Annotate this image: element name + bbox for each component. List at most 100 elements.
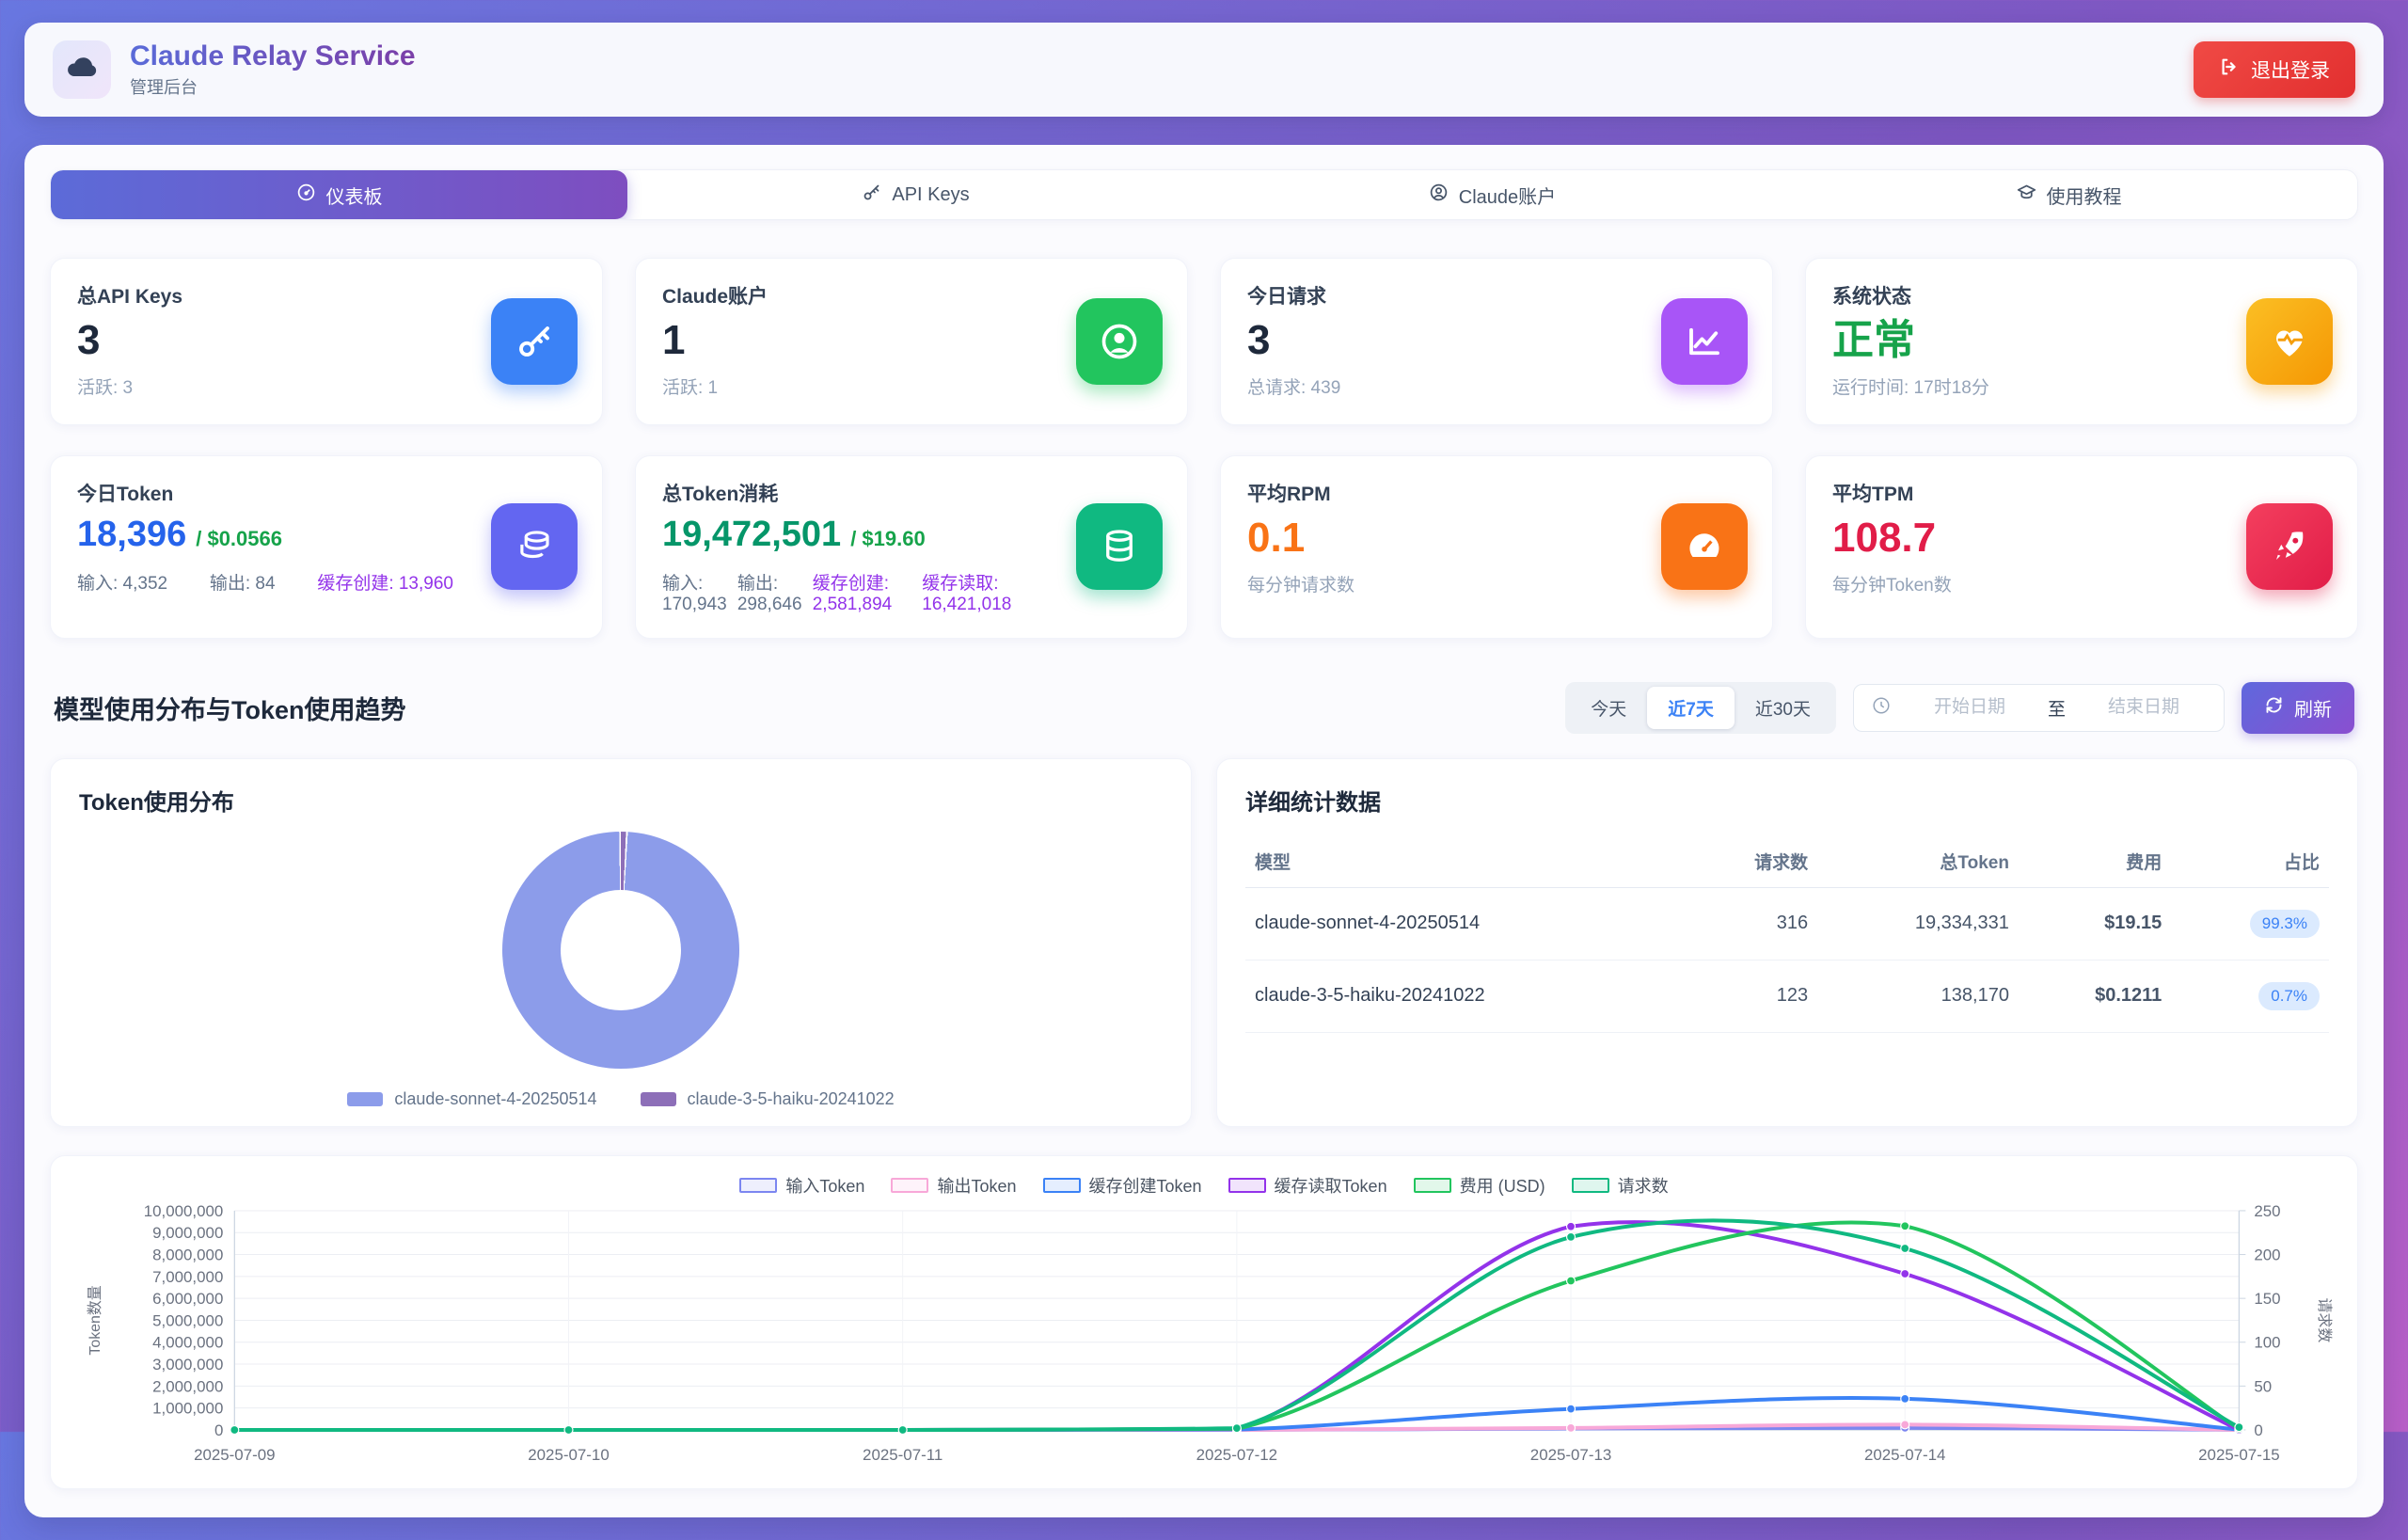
legend-item-haiku[interactable]: claude-3-5-haiku-20241022: [640, 1088, 895, 1109]
col-requests: 请求数: [1688, 834, 1818, 888]
table-row: claude-sonnet-4-20250514 316 19,334,331 …: [1245, 887, 2329, 961]
svg-text:3,000,000: 3,000,000: [152, 1356, 223, 1373]
svg-text:2025-07-15: 2025-07-15: [2198, 1446, 2279, 1464]
main-panel: 仪表板 API Keys Claude账户 使用教程: [24, 145, 2384, 1517]
tutorial-icon: [2017, 183, 2036, 208]
date-filter-segmented: 今天 近7天 近30天: [1565, 681, 1836, 734]
tab-claude-accounts[interactable]: Claude账户: [1204, 170, 1781, 219]
coins-icon: [491, 503, 578, 591]
legend-item-request-count[interactable]: 请求数: [1571, 1173, 1669, 1198]
stat-card-today-requests: 今日请求 3 总请求: 439: [1220, 258, 1773, 425]
svg-text:50: 50: [2254, 1377, 2272, 1395]
cell-cost: $19.15: [2018, 887, 2172, 961]
usage-trend-line-chart: 0 1,000,000 2,000,000 3,000,000 4,000,000 5,0…: [87, 1202, 2333, 1464]
stat-sub: 运行时间: 17时18分: [1832, 378, 1989, 399]
status-value: 正常: [1832, 317, 1915, 363]
cell-requests: 123: [1688, 960, 1818, 1033]
section-bar: 模型使用分布与Token使用趋势 今天 近7天 近30天 至: [54, 681, 2354, 734]
key-icon: [491, 298, 578, 385]
tachometer-icon: [1661, 503, 1748, 591]
clock-icon: [1871, 695, 1892, 721]
stat-sub: 每分钟Token数: [1832, 576, 1952, 596]
stat-card-total-api-keys: 总API Keys 3 活跃: 3: [50, 258, 603, 425]
cost-value: / $19.60: [850, 527, 926, 550]
svg-text:9,000,000: 9,000,000: [152, 1224, 223, 1242]
detail-input: 输入: 170,943: [662, 573, 727, 614]
svg-text:2,000,000: 2,000,000: [152, 1377, 223, 1395]
legend-label: 费用 (USD): [1459, 1176, 1545, 1196]
svg-text:Token数量: Token数量: [87, 1285, 103, 1355]
svg-text:6,000,000: 6,000,000: [152, 1290, 223, 1308]
cell-total-token: 138,170: [1817, 960, 2019, 1033]
filter-today[interactable]: 今天: [1570, 687, 1647, 729]
svg-text:5,000,000: 5,000,000: [152, 1311, 223, 1329]
stat-label: Claude账户: [662, 286, 768, 308]
end-date-input[interactable]: [2081, 696, 2207, 720]
legend-label: claude-sonnet-4-20250514: [394, 1088, 597, 1108]
svg-text:7,000,000: 7,000,000: [152, 1268, 223, 1286]
detail-output: 输出: 84: [209, 573, 276, 594]
svg-text:请求数: 请求数: [2316, 1297, 2333, 1342]
col-cost: 费用: [2018, 834, 2172, 888]
donut-legend: claude-sonnet-4-20250514 claude-3-5-haik…: [347, 1088, 895, 1109]
stat-label: 平均RPM: [1247, 484, 1331, 505]
legend-swatch: [1042, 1177, 1081, 1193]
legend-swatch: [739, 1177, 778, 1193]
legend-item-output-token[interactable]: 输出Token: [891, 1173, 1017, 1198]
stat-label: 平均TPM: [1832, 484, 1914, 505]
tab-tutorial[interactable]: 使用教程: [1781, 170, 2357, 219]
svg-text:4,000,000: 4,000,000: [152, 1334, 223, 1352]
legend-item-cache-read-token[interactable]: 缓存读取Token: [1228, 1173, 1387, 1198]
svg-text:2025-07-13: 2025-07-13: [1530, 1446, 1611, 1464]
stat-card-avg-rpm: 平均RPM 0.1 每分钟请求数: [1220, 455, 1773, 639]
svg-text:0: 0: [2254, 1421, 2262, 1439]
cell-total-token: 19,334,331: [1817, 887, 2019, 961]
stat-card-system-status: 系统状态 正常 运行时间: 17时18分: [1805, 258, 2358, 425]
table-row: claude-3-5-haiku-20241022 123 138,170 $0…: [1245, 960, 2329, 1033]
database-icon: [1076, 503, 1163, 591]
app-logo: [53, 40, 111, 99]
filter-last-30-days[interactable]: 近30天: [1735, 687, 1831, 729]
stat-value: 3: [1247, 317, 1271, 363]
stat-value: 19,472,501: [662, 515, 842, 554]
col-total-token: 总Token: [1817, 834, 2019, 888]
stat-value: 108.7: [1832, 515, 1937, 561]
legend-swatch: [1228, 1177, 1266, 1193]
logout-button[interactable]: 退出登录: [2194, 41, 2355, 98]
stats-row-1: 总API Keys 3 活跃: 3 Claude账户 1 活跃: 1 今日请求 …: [50, 258, 2358, 425]
gauge-icon: [296, 183, 316, 208]
start-date-input[interactable]: [1906, 696, 2033, 720]
detail-cache-read: 缓存读取: 16,421,018: [922, 573, 1012, 614]
refresh-label: 刷新: [2294, 699, 2332, 721]
stat-sub: 每分钟请求数: [1247, 576, 1355, 596]
legend-item-cache-create-token[interactable]: 缓存创建Token: [1042, 1173, 1202, 1198]
tab-dashboard[interactable]: 仪表板: [51, 170, 627, 219]
legend-item-cost-usd[interactable]: 费用 (USD): [1413, 1173, 1545, 1198]
stats-row-2: 今日Token 18,396 / $0.0566 输入: 4,352 输出: 84…: [50, 455, 2358, 639]
tab-api-keys[interactable]: API Keys: [627, 170, 1204, 219]
detailed-stats-card: 详细统计数据 模型 请求数 总Token 费用 占比 claude-s: [1216, 757, 2358, 1127]
stat-card-claude-accounts: Claude账户 1 活跃: 1: [635, 258, 1188, 425]
table-title: 详细统计数据: [1245, 789, 1381, 816]
stat-sub: 活跃: 3: [77, 378, 134, 399]
filter-last-7-days[interactable]: 近7天: [1647, 686, 1735, 729]
legend-label: 输出Token: [937, 1176, 1017, 1196]
legend-swatch: [640, 1091, 676, 1106]
svg-text:150: 150: [2254, 1290, 2280, 1308]
svg-text:2025-07-14: 2025-07-14: [1864, 1446, 1945, 1464]
col-model: 模型: [1245, 834, 1689, 888]
stat-value: 3: [77, 317, 101, 363]
stat-value: 1: [662, 317, 686, 363]
legend-item-input-token[interactable]: 输入Token: [739, 1173, 864, 1198]
refresh-icon: [2264, 695, 2284, 721]
date-range-picker[interactable]: 至: [1852, 683, 2225, 732]
legend-item-sonnet[interactable]: claude-sonnet-4-20250514: [347, 1088, 597, 1109]
svg-text:1,000,000: 1,000,000: [152, 1400, 223, 1418]
tab-bar: 仪表板 API Keys Claude账户 使用教程: [50, 169, 2358, 220]
chart-controls: 今天 近7天 近30天 至 刷新: [1565, 681, 2354, 734]
refresh-button[interactable]: 刷新: [2242, 681, 2354, 734]
legend-label: claude-3-5-haiku-20241022: [687, 1088, 895, 1108]
model-stats-table: 模型 请求数 总Token 费用 占比 claude-sonnet-4-2025…: [1245, 834, 2329, 1033]
stat-card-today-token: 今日Token 18,396 / $0.0566 输入: 4,352 输出: 84…: [50, 455, 603, 639]
